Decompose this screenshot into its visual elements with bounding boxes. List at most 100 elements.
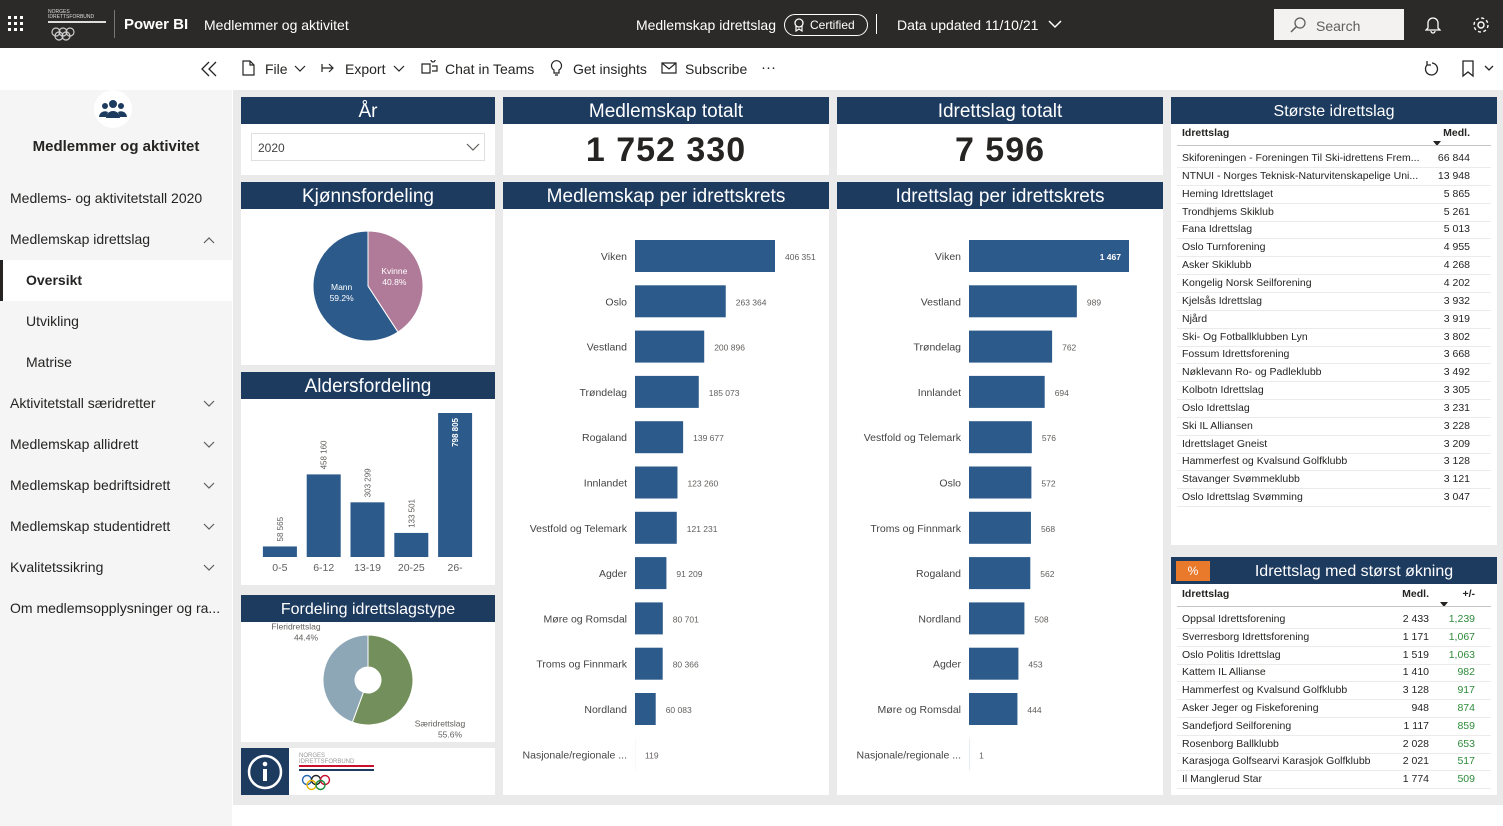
row-rule — [1177, 416, 1491, 418]
club-name: Kattem IL Allianse — [1182, 666, 1266, 679]
cell-value: 2 021 — [1402, 755, 1429, 768]
x-tick-label: 20-25 — [398, 562, 425, 574]
club-name: Rosenborg Ballklubb — [1182, 737, 1279, 750]
app-launcher[interactable] — [8, 16, 26, 34]
nav-title: Medlemmer og aktivitet — [32, 138, 200, 155]
row-rule — [1177, 628, 1491, 629]
club-name: Kjelsås Idrettslag — [1182, 294, 1262, 307]
chart-title: Medlemskap per idrettskrets — [503, 182, 829, 209]
y-tick-label: Nordland — [584, 704, 627, 716]
chart-tile: Idrettslag per idrettskrets Viken 1 467 Ve… — [837, 182, 1163, 795]
sort-arrow — [1440, 602, 1448, 607]
data-label: 508 — [1034, 614, 1048, 624]
toolbar-label: Subscribe — [685, 61, 748, 77]
club-name: Nøklevann Ro- og Padleklubb — [1182, 366, 1322, 379]
nav-icon — [94, 90, 132, 128]
selected-year: 2020 — [258, 141, 285, 155]
nav-section[interactable]: Medlemskap idrettslag — [0, 219, 232, 260]
cell-value: 4 268 — [1443, 259, 1470, 272]
nav-page-active[interactable]: Oversikt — [0, 260, 232, 301]
bar — [635, 466, 678, 499]
badge-text: Certified — [810, 18, 855, 32]
nav-section[interactable]: Medlemskap bedriftsidrett — [0, 465, 232, 506]
club-name: Oppsal Idrettsforening — [1182, 613, 1286, 625]
column-header[interactable]: Idrettslag — [1182, 127, 1230, 139]
nav-section[interactable]: Medlems- og aktivitetstall 2020 — [0, 178, 232, 219]
row-rule — [1177, 167, 1491, 168]
dataset-name[interactable]: Medlemskap idrettslag — [635, 17, 776, 33]
chevron-down[interactable] — [1048, 19, 1062, 29]
club-name: Asker Skiklubb — [1182, 259, 1252, 272]
bar — [262, 546, 297, 557]
data-updated[interactable]: Data updated 11/10/21 — [897, 17, 1039, 33]
toolbar-label: Get insights — [573, 61, 647, 77]
data-label: 989 — [1087, 297, 1101, 307]
reset[interactable] — [1423, 60, 1441, 78]
chevron-down — [466, 143, 480, 151]
toolbar-icon — [321, 63, 334, 73]
chart-tile: Aldersfordeling 0-5 58 565 6-12 458 160 13-1… — [241, 372, 495, 585]
column-header[interactable]: +/- — [1462, 588, 1475, 600]
club-name: Asker Jeger og Fiskeforening — [1182, 702, 1319, 714]
nav-page[interactable]: Matrise — [0, 342, 232, 383]
chevron-shape — [393, 65, 405, 72]
icon-shape — [321, 63, 334, 73]
column-header[interactable]: Medl. — [1443, 127, 1470, 139]
nav-label: Medlemskap studentidrett — [10, 518, 171, 534]
nav-section[interactable]: Om medlemsopplysninger og ra... — [0, 588, 232, 629]
club-name: Oslo Idrettslag — [1182, 401, 1250, 414]
sort-indicator — [1440, 602, 1448, 607]
search-placeholder: Search — [1316, 18, 1361, 34]
data-label: 121 231 — [687, 524, 718, 534]
app-name[interactable]: Power BI — [124, 16, 189, 33]
cell-value: 1,063 — [1448, 648, 1475, 661]
bookmark[interactable] — [1460, 60, 1500, 78]
column-header[interactable]: Medl. — [1402, 588, 1429, 600]
club-name: Ski- Og Fotballklubben Lyn — [1182, 330, 1308, 343]
year-slicer: År 2020 — [241, 97, 495, 175]
nav-section[interactable]: Medlemskap studentidrett — [0, 506, 232, 547]
year-dropdown[interactable]: 2020 — [251, 133, 485, 161]
y-tick-label: Innlandet — [584, 478, 627, 490]
data-label: 762 — [1062, 343, 1076, 353]
bar — [350, 502, 385, 557]
column-header[interactable]: Idrettslag — [1182, 588, 1230, 600]
toolbar-label: File — [265, 61, 288, 77]
settings[interactable] — [1472, 16, 1490, 34]
club-name: Skiforeningen - Foreningen Til Ski-idret… — [1182, 152, 1420, 164]
data-label: 562 — [1040, 569, 1054, 579]
club-name: Heming Idrettslaget — [1182, 187, 1274, 200]
chevron-shape — [203, 441, 215, 448]
search-box[interactable]: Search — [1274, 9, 1404, 40]
collapse-nav[interactable] — [200, 61, 218, 77]
more-actions[interactable]: ··· — [761, 59, 776, 76]
nav-label: Medlemskap allidrett — [10, 436, 139, 452]
cell-value: 5 865 — [1443, 187, 1470, 200]
row-rule — [1177, 770, 1491, 772]
y-tick-label: Viken — [935, 251, 961, 263]
row-rule — [1177, 645, 1491, 647]
row-rule — [1177, 274, 1491, 276]
toolbar-icon — [550, 60, 563, 76]
bar — [969, 466, 1032, 499]
navigation-pane: Medlemmer og aktivitet Medlems- og aktiv… — [0, 90, 232, 826]
slice-value: 40.8% — [382, 277, 407, 287]
toolbar-icon — [421, 60, 438, 74]
notifications[interactable] — [1425, 16, 1441, 34]
bar — [969, 511, 1031, 544]
data-label: 444 — [1027, 705, 1041, 715]
data-label: 303 299 — [364, 468, 373, 497]
chevron-down — [203, 400, 215, 407]
nav-section[interactable]: Kvalitetssikring — [0, 547, 232, 588]
info-button[interactable] — [241, 748, 289, 795]
club-name: Njård — [1182, 312, 1208, 325]
row-rule — [1177, 238, 1491, 240]
nav-section[interactable]: Medlemskap allidrett — [0, 424, 232, 465]
nav-page[interactable]: Utvikling — [0, 301, 232, 342]
nav-section[interactable]: Aktivitetstall særidretter — [0, 383, 232, 424]
icon-shape — [661, 62, 677, 74]
chevron-shape — [294, 65, 306, 72]
row-rule — [1177, 345, 1491, 347]
nav-label: Aktivitetstall særidretter — [10, 395, 156, 411]
